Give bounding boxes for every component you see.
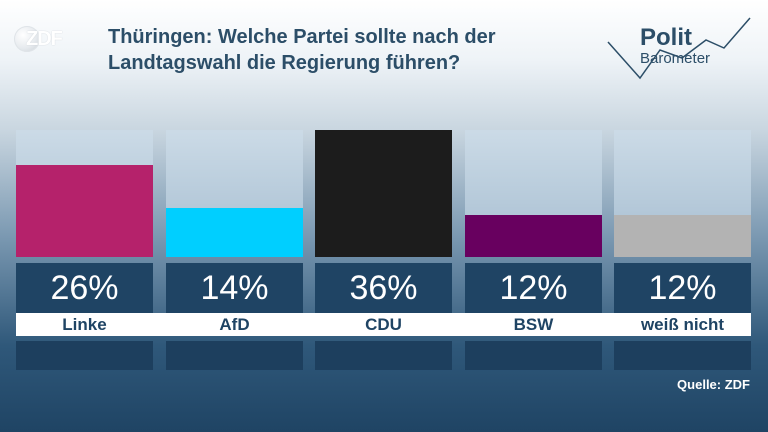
bar-bsw — [465, 215, 602, 257]
base-box-bsw — [465, 341, 602, 370]
chart-title: Thüringen: Welche Partei sollte nach der… — [108, 26, 496, 74]
politbarometer-zigzag-icon — [607, 17, 751, 80]
zdf-logo-circle — [14, 26, 40, 52]
bar-cdu — [315, 130, 452, 257]
label-strip — [16, 313, 751, 336]
value-label-linke: 26% — [16, 263, 153, 313]
category-label-cdu: CDU — [365, 315, 402, 334]
politbarometer-logo: Polit Barometer — [600, 12, 756, 82]
zdf-logo-text: ZDF — [26, 27, 63, 50]
base-box-linke — [16, 341, 153, 370]
value-label-afd: 14% — [166, 263, 303, 313]
zdf-logo: ZDF — [14, 26, 78, 52]
category-label-afd: AfD — [219, 315, 250, 334]
politbarometer-barometer: Barometer — [640, 50, 711, 67]
bar-afd — [166, 208, 303, 257]
bar-wei-nicht — [614, 215, 751, 257]
value-label-wei-nicht: 12% — [614, 263, 751, 313]
politbarometer-polit: Polit — [640, 24, 692, 51]
bar-linke — [16, 165, 153, 257]
category-label-wei-nicht: weiß nicht — [640, 315, 725, 334]
category-label-linke: Linke — [62, 315, 107, 334]
base-box-wei-nicht — [614, 341, 751, 370]
base-box-afd — [166, 341, 303, 370]
value-label-bsw: 12% — [465, 263, 602, 313]
base-box-cdu — [315, 341, 452, 370]
category-label-bsw: BSW — [513, 315, 554, 334]
source-note: Quelle: ZDF — [677, 377, 750, 392]
value-label-cdu: 36% — [315, 263, 452, 313]
